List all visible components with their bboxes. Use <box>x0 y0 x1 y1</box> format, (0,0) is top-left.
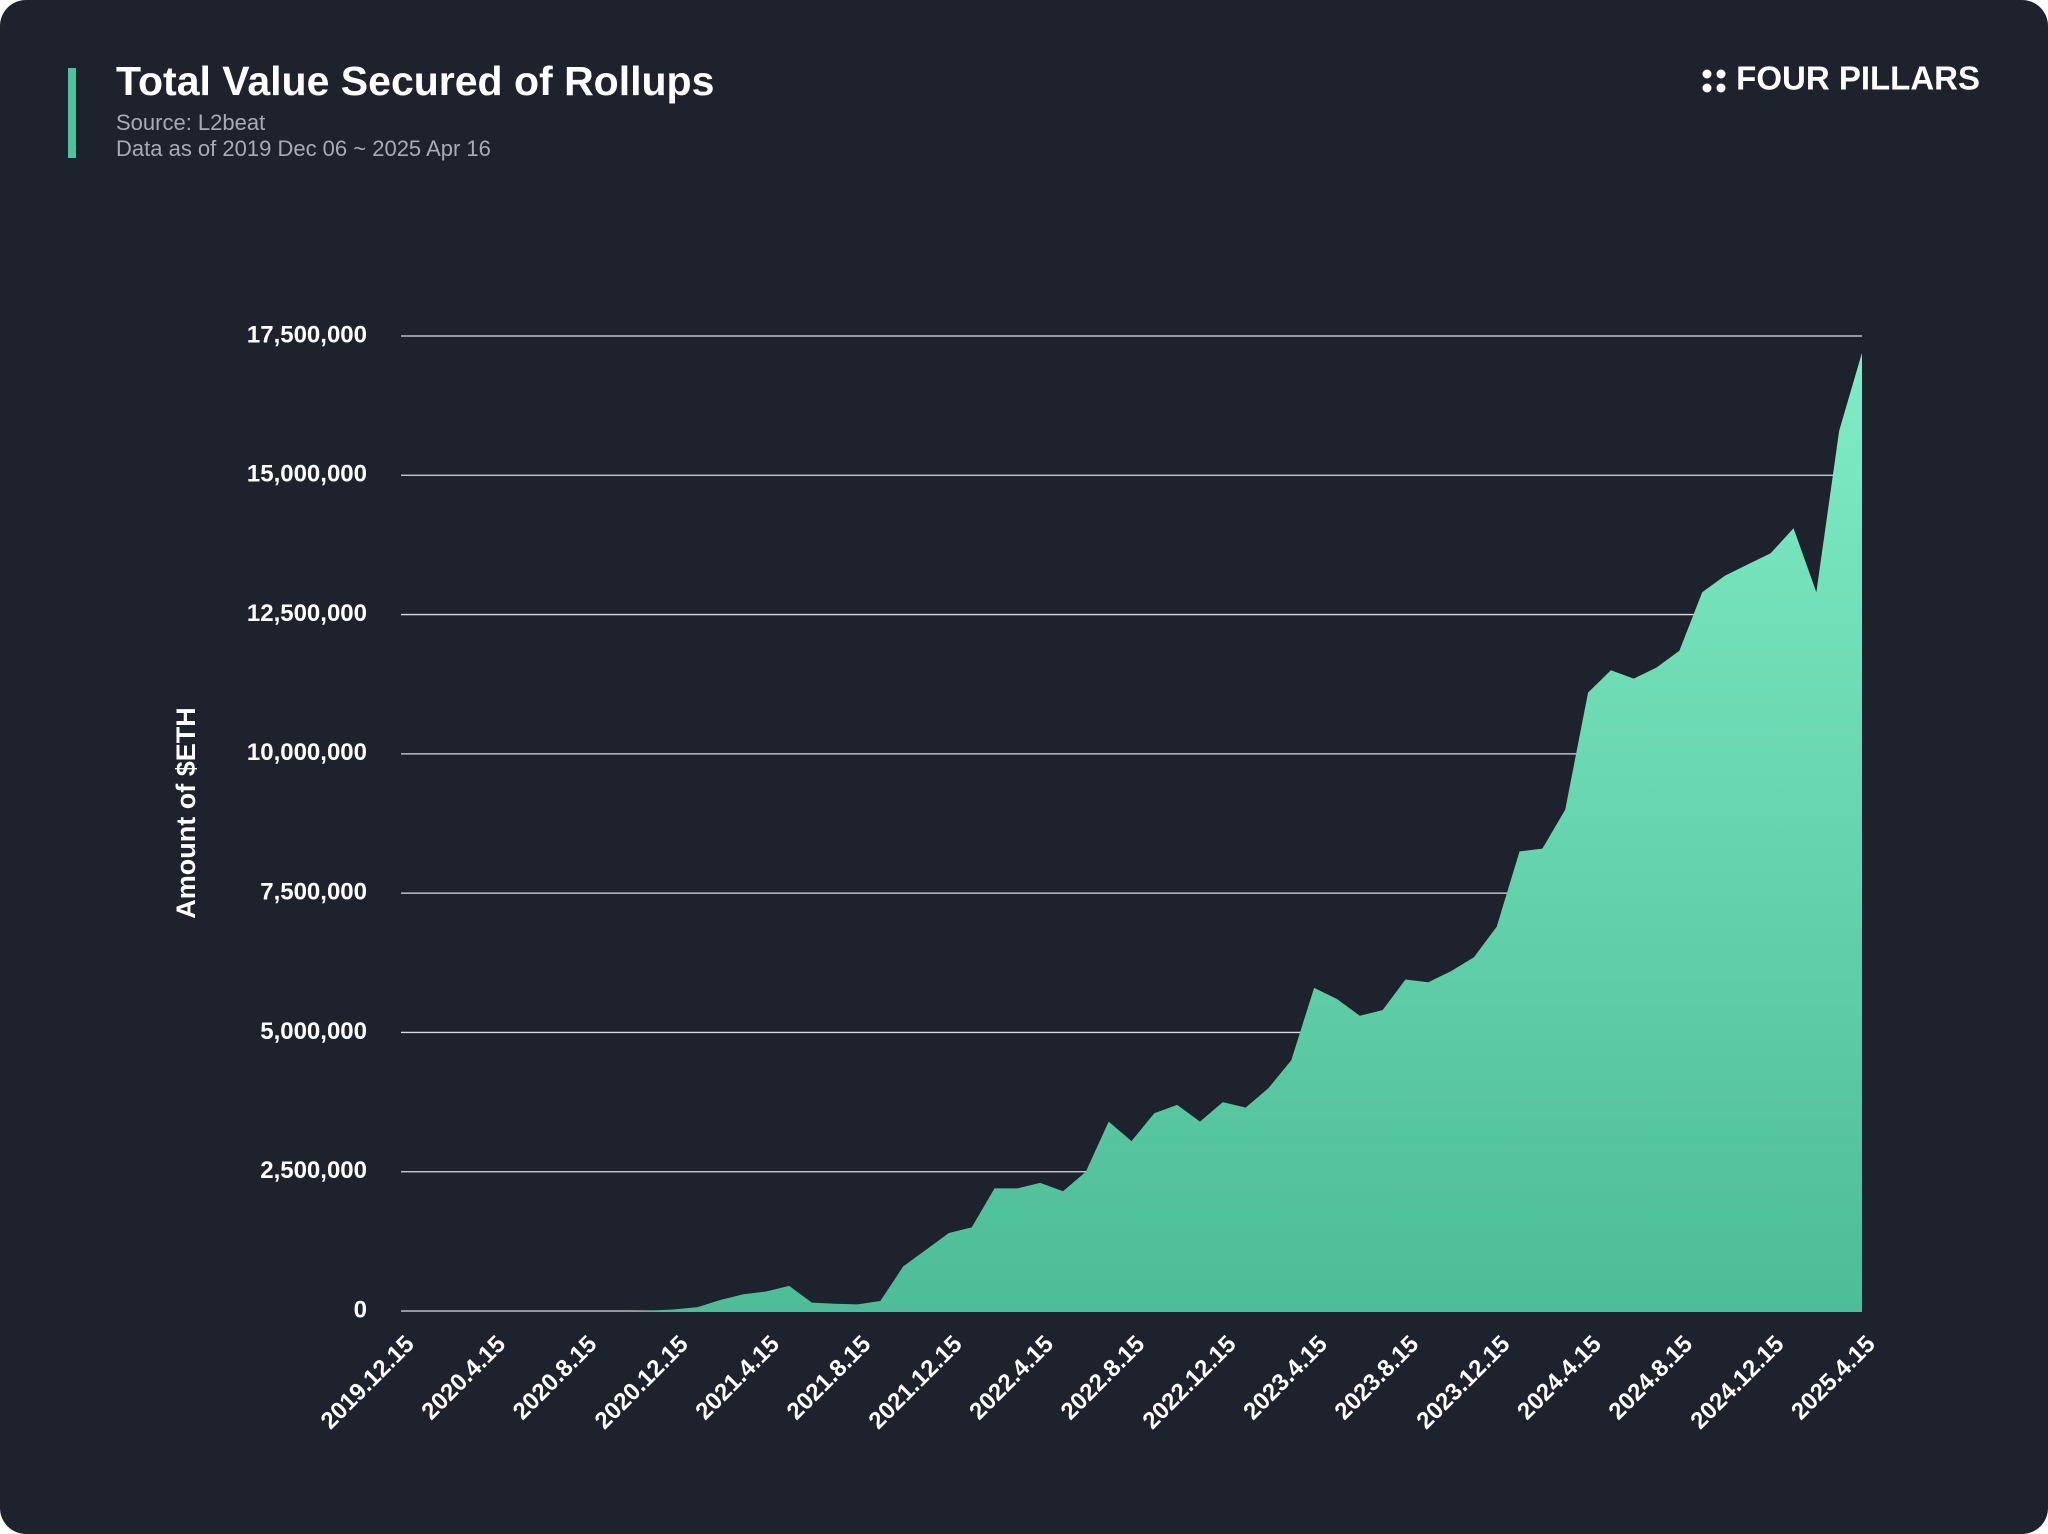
y-axis-label: Amount of $ETH <box>171 707 201 918</box>
y-tick-label: 0 <box>354 1296 367 1323</box>
brand-logo <box>1702 69 1726 93</box>
y-tick-label: 10,000,000 <box>247 739 367 766</box>
brand: FOUR PILLARS <box>1736 60 1980 97</box>
accent-bar <box>68 68 76 158</box>
subtitle: Source: L2beat <box>116 110 265 135</box>
area <box>401 352 1862 1311</box>
y-tick-label: 15,000,000 <box>247 461 367 488</box>
note: Data as of 2019 Dec 06 ~ 2025 Apr 16 <box>116 136 491 161</box>
y-tick-label: 7,500,000 <box>260 878 367 905</box>
y-tick-label: 12,500,000 <box>247 600 367 627</box>
chart-title: Total Value Secured of Rollups <box>116 58 714 104</box>
y-tick-label: 17,500,000 <box>247 321 367 348</box>
y-tick-label: 5,000,000 <box>260 1018 367 1045</box>
y-tick-label: 2,500,000 <box>260 1157 367 1184</box>
